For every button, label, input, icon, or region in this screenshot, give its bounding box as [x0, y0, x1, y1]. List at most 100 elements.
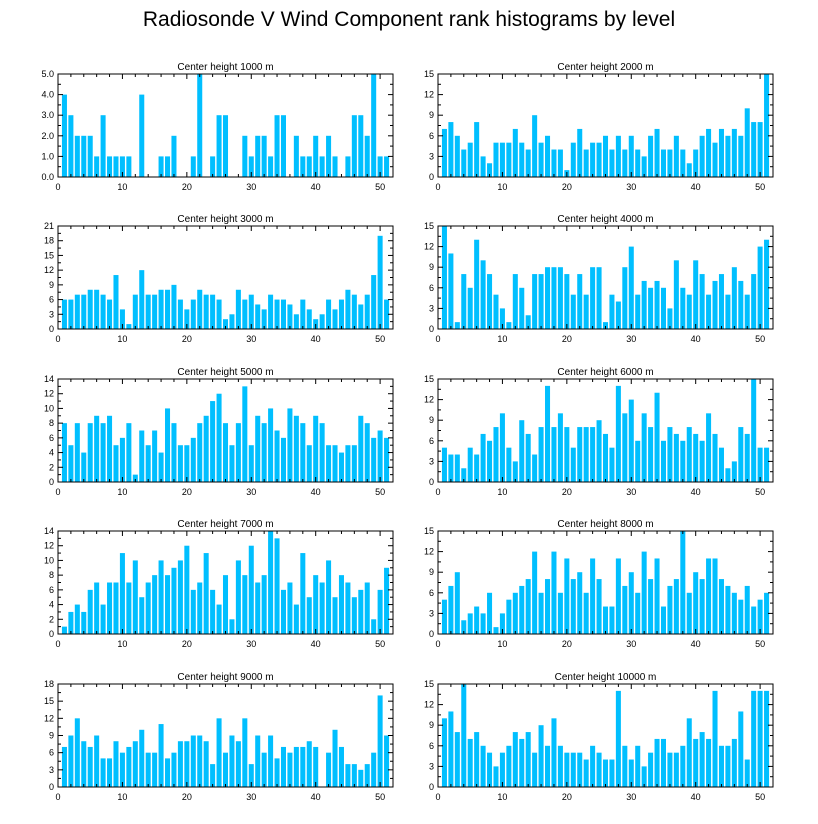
histogram-bar: [609, 447, 615, 482]
histogram-bar: [570, 447, 576, 482]
histogram-bar: [229, 735, 235, 787]
histogram-bar: [274, 115, 280, 177]
y-tick-label: 10: [44, 403, 54, 413]
histogram-bar: [731, 267, 737, 329]
histogram-bar: [145, 752, 151, 787]
histogram-bar: [506, 447, 512, 482]
histogram-bar: [699, 732, 705, 787]
histogram-bar: [641, 413, 647, 482]
histogram-bar: [519, 287, 525, 329]
histogram-bar: [538, 725, 544, 787]
histogram-bar: [461, 149, 467, 177]
y-tick-label: 2.0: [41, 131, 54, 141]
histogram-bar: [648, 287, 654, 329]
histogram-bar: [686, 163, 692, 177]
histogram-bar: [113, 582, 119, 634]
histogram-bar: [165, 289, 171, 329]
histogram-bar: [467, 287, 473, 329]
histogram-bar: [210, 156, 216, 177]
histogram-bar: [248, 294, 254, 329]
histogram-bar: [345, 445, 351, 482]
histogram-bar: [210, 764, 216, 787]
histogram-bar: [190, 156, 196, 177]
histogram-bar: [712, 558, 718, 634]
histogram-bar: [87, 289, 93, 329]
x-tick-label: 30: [626, 792, 636, 802]
histogram-bar: [615, 385, 621, 482]
histogram-bar: [229, 619, 235, 634]
histogram-bar: [648, 135, 654, 177]
histogram-bar: [171, 284, 177, 329]
histogram-bar: [107, 156, 113, 177]
histogram-bar: [107, 758, 113, 787]
histogram-bar: [74, 604, 80, 634]
histogram-bar: [351, 764, 357, 787]
histogram-bar: [222, 115, 229, 177]
histogram-bar: [332, 156, 338, 177]
x-tick-label: 20: [562, 487, 572, 497]
histogram-bar: [635, 294, 641, 329]
y-tick-label: 15: [424, 221, 434, 231]
histogram-bar: [158, 724, 164, 787]
histogram-bar: [596, 752, 602, 787]
histogram-bar: [718, 128, 724, 177]
histogram-bar: [377, 430, 383, 482]
histogram-bar: [242, 718, 248, 787]
histogram-bar: [171, 135, 177, 177]
histogram-bar: [145, 582, 151, 634]
x-tick-label: 10: [497, 334, 507, 344]
histogram-bar: [635, 440, 641, 482]
histogram-bar: [551, 427, 557, 482]
histogram-bar: [248, 764, 254, 787]
histogram-bar: [448, 122, 454, 177]
histogram-bar: [680, 287, 686, 329]
histogram-bar: [441, 599, 447, 634]
histogram-bar: [654, 128, 660, 177]
histogram-bar: [165, 408, 171, 482]
x-tick-label: 40: [311, 182, 321, 192]
histogram-bar: [216, 718, 222, 787]
histogram-bar: [648, 427, 654, 482]
histogram-bar: [222, 423, 229, 482]
histogram-bar: [74, 423, 80, 482]
histogram-bar: [235, 423, 241, 482]
histogram-bar: [94, 289, 100, 329]
histogram-bar: [287, 582, 293, 634]
histogram-bar: [660, 440, 666, 482]
y-tick-label: 4: [49, 600, 54, 610]
histogram-bar: [184, 545, 190, 634]
y-tick-label: 12: [424, 90, 434, 100]
histogram-bar: [345, 582, 351, 634]
histogram-bar: [158, 560, 164, 634]
histogram-bar: [319, 582, 325, 634]
histogram-bar: [461, 468, 467, 482]
x-tick-label: 10: [497, 639, 507, 649]
histogram-bar: [139, 597, 145, 634]
histogram-bar: [100, 423, 106, 482]
y-tick-label: 3: [429, 608, 434, 618]
y-tick-label: 9: [429, 415, 434, 425]
panel-title: Center height 10000 m: [555, 672, 657, 683]
y-tick-label: 0: [49, 324, 54, 334]
histogram-bar: [525, 433, 531, 482]
histogram-bar: [654, 738, 660, 787]
histogram-bar: [184, 309, 190, 329]
histogram-bar: [596, 420, 602, 482]
histogram-bar: [712, 280, 718, 329]
y-tick-label: 8: [49, 418, 54, 428]
histogram-panel-4: Center height 4000 m 0 3 6 9 12 15 0 10 20 30 40 50: [424, 214, 774, 344]
histogram-bar: [590, 558, 596, 634]
histogram-bar: [757, 246, 763, 329]
histogram-bar: [184, 445, 190, 482]
histogram-bar: [525, 315, 531, 329]
histogram-bar: [706, 558, 712, 634]
histogram-bar: [332, 729, 338, 787]
histogram-bar: [454, 322, 460, 329]
histogram-bar: [673, 579, 679, 634]
histogram-bar: [371, 275, 377, 329]
x-tick-label: 0: [55, 487, 60, 497]
histogram-bar: [499, 308, 505, 329]
histogram-bar: [706, 738, 712, 787]
histogram-bar: [139, 270, 145, 329]
histogram-bar: [68, 115, 74, 177]
